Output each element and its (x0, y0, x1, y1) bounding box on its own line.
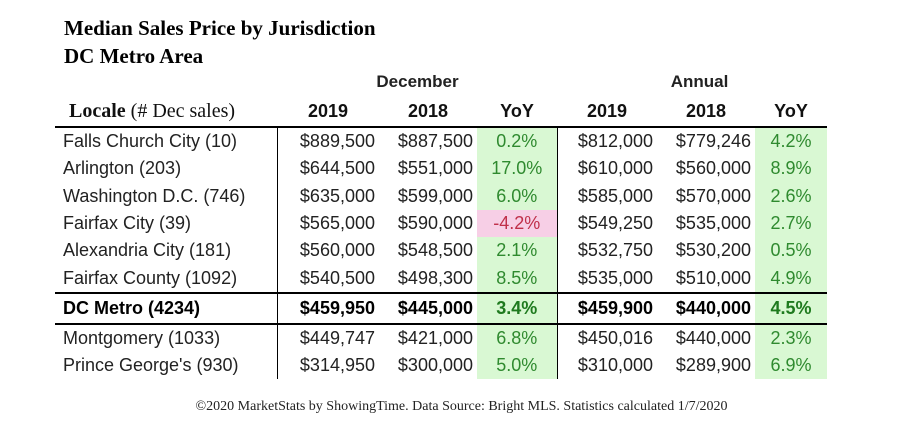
dec-2018-cell: $887,500 (397, 131, 473, 152)
table-row: Alexandria City (181) $560,000 $548,500 … (55, 237, 827, 265)
dec-yoy-cell: 6.0% (477, 182, 557, 210)
table-row: Prince George's (930) $314,950 $300,000 … (55, 352, 827, 380)
dec-2019-cell: $644,500 (276, 155, 379, 183)
ann-2018-cell: $289,900 (675, 355, 751, 376)
ann-yoy-cell: 0.5% (755, 237, 827, 265)
locale-cell: Fairfax City (39) (63, 213, 192, 234)
ann-yoy-cell: 2.7% (755, 209, 827, 238)
ann-yoy-cell: 4.5% (755, 291, 827, 325)
ann-2018-cell: $440,000 (675, 327, 751, 348)
locale-cell: Prince George's (930) (63, 355, 239, 376)
ann-2018-cell: $779,246 (675, 131, 751, 152)
report-title: Median Sales Price by Jurisdiction (64, 16, 376, 40)
dec-2018-cell: $445,000 (379, 291, 477, 325)
ann-2018-cell: $440,000 (657, 291, 755, 325)
dec-yoy-cell: 8.5% (477, 264, 557, 293)
table-row: Washington D.C. (746) $635,000 $599,000 … (55, 182, 827, 210)
dec-2018-cell: $551,000 (397, 158, 473, 179)
locale-cell: Alexandria City (181) (63, 240, 232, 261)
ann-yoy-cell: 4.2% (755, 127, 827, 156)
locale-cell: Fairfax County (1092) (63, 267, 238, 288)
column-header-locale: Locale (# Dec sales) (55, 96, 277, 127)
table-row-metro-total: DC Metro (4234) $459,950 $445,000 3.4% $… (55, 291, 827, 325)
table-row: Montgomery (1033) $449,747 $421,000 6.8%… (55, 323, 827, 353)
dec-2018-cell: $300,000 (397, 355, 473, 376)
dec-2019-cell: $565,000 (276, 209, 379, 238)
report-subtitle: DC Metro Area (64, 44, 204, 68)
dec-2018-cell: $421,000 (397, 327, 473, 348)
dec-2019-cell: $459,950 (276, 291, 379, 325)
ann-yoy-cell: 4.9% (755, 264, 827, 293)
median-price-table: Locale (# Dec sales) 2019 2018 YoY 2019 … (55, 96, 827, 380)
ann-2019-cell: $450,016 (556, 323, 657, 353)
dec-2019-cell: $314,950 (276, 352, 379, 380)
ann-2019-cell: $532,750 (556, 237, 657, 265)
ann-2018-cell: $510,000 (675, 267, 751, 288)
dec-yoy-cell: 5.0% (477, 352, 557, 380)
column-header-dec-2019: 2019 (307, 100, 349, 121)
header-row: Locale (# Dec sales) 2019 2018 YoY 2019 … (55, 96, 827, 127)
column-header-locale-label: Locale (69, 99, 126, 122)
dec-2018-cell: $599,000 (397, 185, 473, 206)
ann-2019-cell: $812,000 (556, 127, 657, 156)
dec-yoy-cell: 17.0% (477, 155, 557, 183)
ann-2019-cell: $585,000 (556, 182, 657, 210)
ann-2019-cell: $459,900 (556, 291, 657, 325)
dec-2019-cell: $540,500 (276, 264, 379, 293)
dec-2018-cell: $498,300 (397, 267, 473, 288)
column-header-dec-2018: 2018 (407, 100, 449, 121)
ann-2019-cell: $310,000 (556, 352, 657, 380)
ann-2018-cell: $535,000 (675, 213, 751, 234)
column-header-ann-2019: 2019 (586, 100, 628, 121)
dec-yoy-cell: 0.2% (477, 127, 557, 156)
dec-yoy-cell: 3.4% (477, 291, 557, 325)
table-row: Fairfax City (39) $565,000 $590,000 -4.2… (55, 209, 827, 238)
locale-cell: Montgomery (1033) (63, 327, 221, 348)
dec-yoy-cell: 2.1% (477, 237, 557, 265)
dec-2019-cell: $449,747 (276, 323, 379, 353)
column-header-locale-sub: (# Dec sales) (130, 99, 236, 122)
table-row: Arlington (203) $644,500 $551,000 17.0% … (55, 155, 827, 183)
ann-yoy-cell: 2.6% (755, 182, 827, 210)
source-footer: ©2020 MarketStats by ShowingTime. Data S… (195, 399, 728, 414)
dec-2018-cell: $548,500 (397, 240, 473, 261)
group-header-annual: Annual (670, 72, 729, 91)
ann-yoy-cell: 6.9% (755, 352, 827, 380)
locale-cell: Arlington (203) (63, 158, 182, 179)
column-header-ann-yoy: YoY (774, 100, 808, 121)
ann-yoy-cell: 2.3% (755, 323, 827, 353)
locale-cell: DC Metro (4234) (55, 291, 277, 325)
ann-yoy-cell: 8.9% (755, 155, 827, 183)
report-title-block: Median Sales Price by Jurisdiction DC Me… (64, 14, 376, 70)
dec-yoy-cell: 6.8% (477, 323, 557, 353)
ann-2018-cell: $570,000 (675, 185, 751, 206)
dec-2019-cell: $635,000 (276, 182, 379, 210)
ann-2019-cell: $549,250 (556, 209, 657, 238)
ann-2018-cell: $530,200 (675, 240, 751, 261)
table-row: Falls Church City (10) $889,500 $887,500… (55, 127, 827, 156)
ann-2018-cell: $560,000 (675, 158, 751, 179)
group-header-december: December (376, 72, 459, 91)
table-row: Fairfax County (1092) $540,500 $498,300 … (55, 264, 827, 293)
locale-cell: Washington D.C. (746) (63, 185, 246, 206)
locale-cell: Falls Church City (10) (63, 131, 238, 152)
ann-2019-cell: $535,000 (556, 264, 657, 293)
ann-2019-cell: $610,000 (556, 155, 657, 183)
dec-2019-cell: $889,500 (276, 127, 379, 156)
dec-2018-cell: $590,000 (397, 213, 473, 234)
dec-yoy-cell-negative: -4.2% (477, 209, 557, 238)
dec-2019-cell: $560,000 (276, 237, 379, 265)
column-header-dec-yoy: YoY (500, 100, 534, 121)
column-header-ann-2018: 2018 (685, 100, 727, 121)
